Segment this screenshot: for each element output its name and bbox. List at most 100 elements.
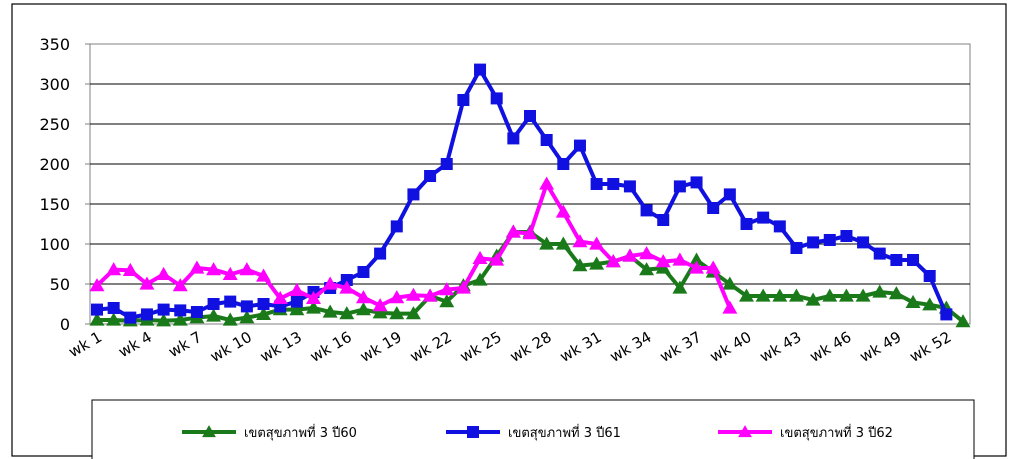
y-tick-label: 350 — [39, 35, 70, 54]
data-point — [690, 176, 703, 189]
data-point — [607, 178, 620, 190]
data-point — [224, 295, 237, 308]
legend: เขตสุขภาพที่ 3 ปี60 เขตสุขภาพที่ 3 ปี61 เข… — [182, 424, 893, 441]
data-point — [339, 280, 355, 294]
data-point — [572, 258, 588, 272]
y-tick-label: 300 — [39, 75, 70, 94]
data-point — [672, 252, 688, 266]
data-point — [190, 306, 203, 318]
data-point — [405, 287, 421, 301]
y-tick-label: 200 — [39, 155, 70, 174]
data-point — [655, 254, 671, 268]
data-point — [140, 308, 153, 321]
data-point — [855, 288, 871, 302]
data-point — [672, 280, 688, 294]
data-point — [838, 288, 854, 302]
data-point — [222, 266, 238, 281]
data-point — [872, 284, 888, 298]
data-point — [106, 262, 122, 276]
data-point — [407, 188, 420, 201]
data-point — [773, 220, 786, 233]
data-point — [357, 266, 370, 278]
data-point — [372, 298, 388, 312]
data-point — [272, 290, 288, 305]
data-point — [422, 288, 438, 302]
data-point — [940, 308, 953, 321]
data-point — [240, 300, 253, 313]
data-point — [474, 63, 487, 76]
data-point — [206, 262, 222, 276]
data-point — [689, 252, 705, 266]
data-point — [472, 272, 488, 286]
data-point — [340, 274, 353, 286]
data-point — [439, 282, 455, 296]
data-point — [623, 180, 636, 193]
data-point — [91, 303, 103, 316]
legend-box — [91, 399, 975, 459]
data-point — [689, 260, 705, 274]
data-point — [823, 234, 836, 246]
data-point — [572, 234, 588, 248]
data-point — [472, 250, 488, 265]
data-point — [922, 297, 938, 311]
data-point — [740, 218, 753, 230]
legend-label: เขตสุขภาพที่ 3 ปี61 — [508, 424, 621, 441]
data-point — [905, 294, 921, 309]
data-point — [722, 300, 738, 314]
gridlines — [90, 83, 970, 285]
data-point — [840, 230, 853, 242]
data-point — [639, 246, 655, 260]
data-point — [405, 306, 421, 320]
series-3 — [89, 176, 738, 314]
y-tick-label: 150 — [39, 195, 70, 214]
data-point — [222, 312, 238, 326]
data-point — [805, 292, 821, 306]
y-tick-label: 0 — [60, 315, 70, 334]
data-point — [873, 247, 886, 260]
data-point — [202, 425, 216, 438]
data-point — [124, 311, 137, 324]
data-point — [888, 286, 904, 300]
data-point — [522, 226, 538, 240]
data-point — [573, 139, 586, 152]
data-point — [306, 300, 321, 314]
data-point — [507, 132, 520, 145]
data-point — [524, 110, 536, 122]
data-point — [289, 282, 305, 297]
data-point — [239, 310, 255, 324]
data-point — [640, 204, 653, 217]
series-2 — [91, 63, 953, 324]
legend-item-1: เขตสุขภาพที่ 3 ปี60 — [182, 424, 357, 441]
data-point — [172, 278, 188, 292]
data-point — [622, 248, 638, 262]
legend-label: เขตสุขภาพที่ 3 ปี62 — [780, 424, 893, 441]
data-point — [89, 278, 105, 292]
data-point — [788, 288, 804, 302]
data-point — [657, 214, 670, 226]
data-point — [723, 188, 736, 201]
data-point — [389, 290, 405, 304]
data-point — [189, 260, 205, 274]
data-point — [206, 308, 222, 322]
data-point — [172, 312, 188, 326]
data-point — [174, 304, 187, 317]
data-point — [440, 158, 453, 170]
data-point — [923, 270, 936, 282]
data-point — [639, 262, 655, 276]
data-point — [289, 302, 305, 316]
series-line — [96, 67, 949, 320]
data-point — [772, 288, 788, 302]
data-point — [257, 298, 270, 310]
data-point — [107, 302, 120, 314]
data-point — [322, 304, 338, 318]
data-point — [705, 260, 721, 274]
data-point — [256, 306, 272, 321]
data-point — [424, 170, 437, 182]
data-point — [355, 290, 371, 304]
legend-item-3: เขตสุขภาพที่ 3 ปี62 — [718, 424, 893, 441]
data-point — [707, 202, 720, 214]
data-point — [467, 426, 479, 438]
legend-label: เขตสุขภาพที่ 3 ปี60 — [244, 424, 357, 441]
data-point — [156, 266, 172, 281]
